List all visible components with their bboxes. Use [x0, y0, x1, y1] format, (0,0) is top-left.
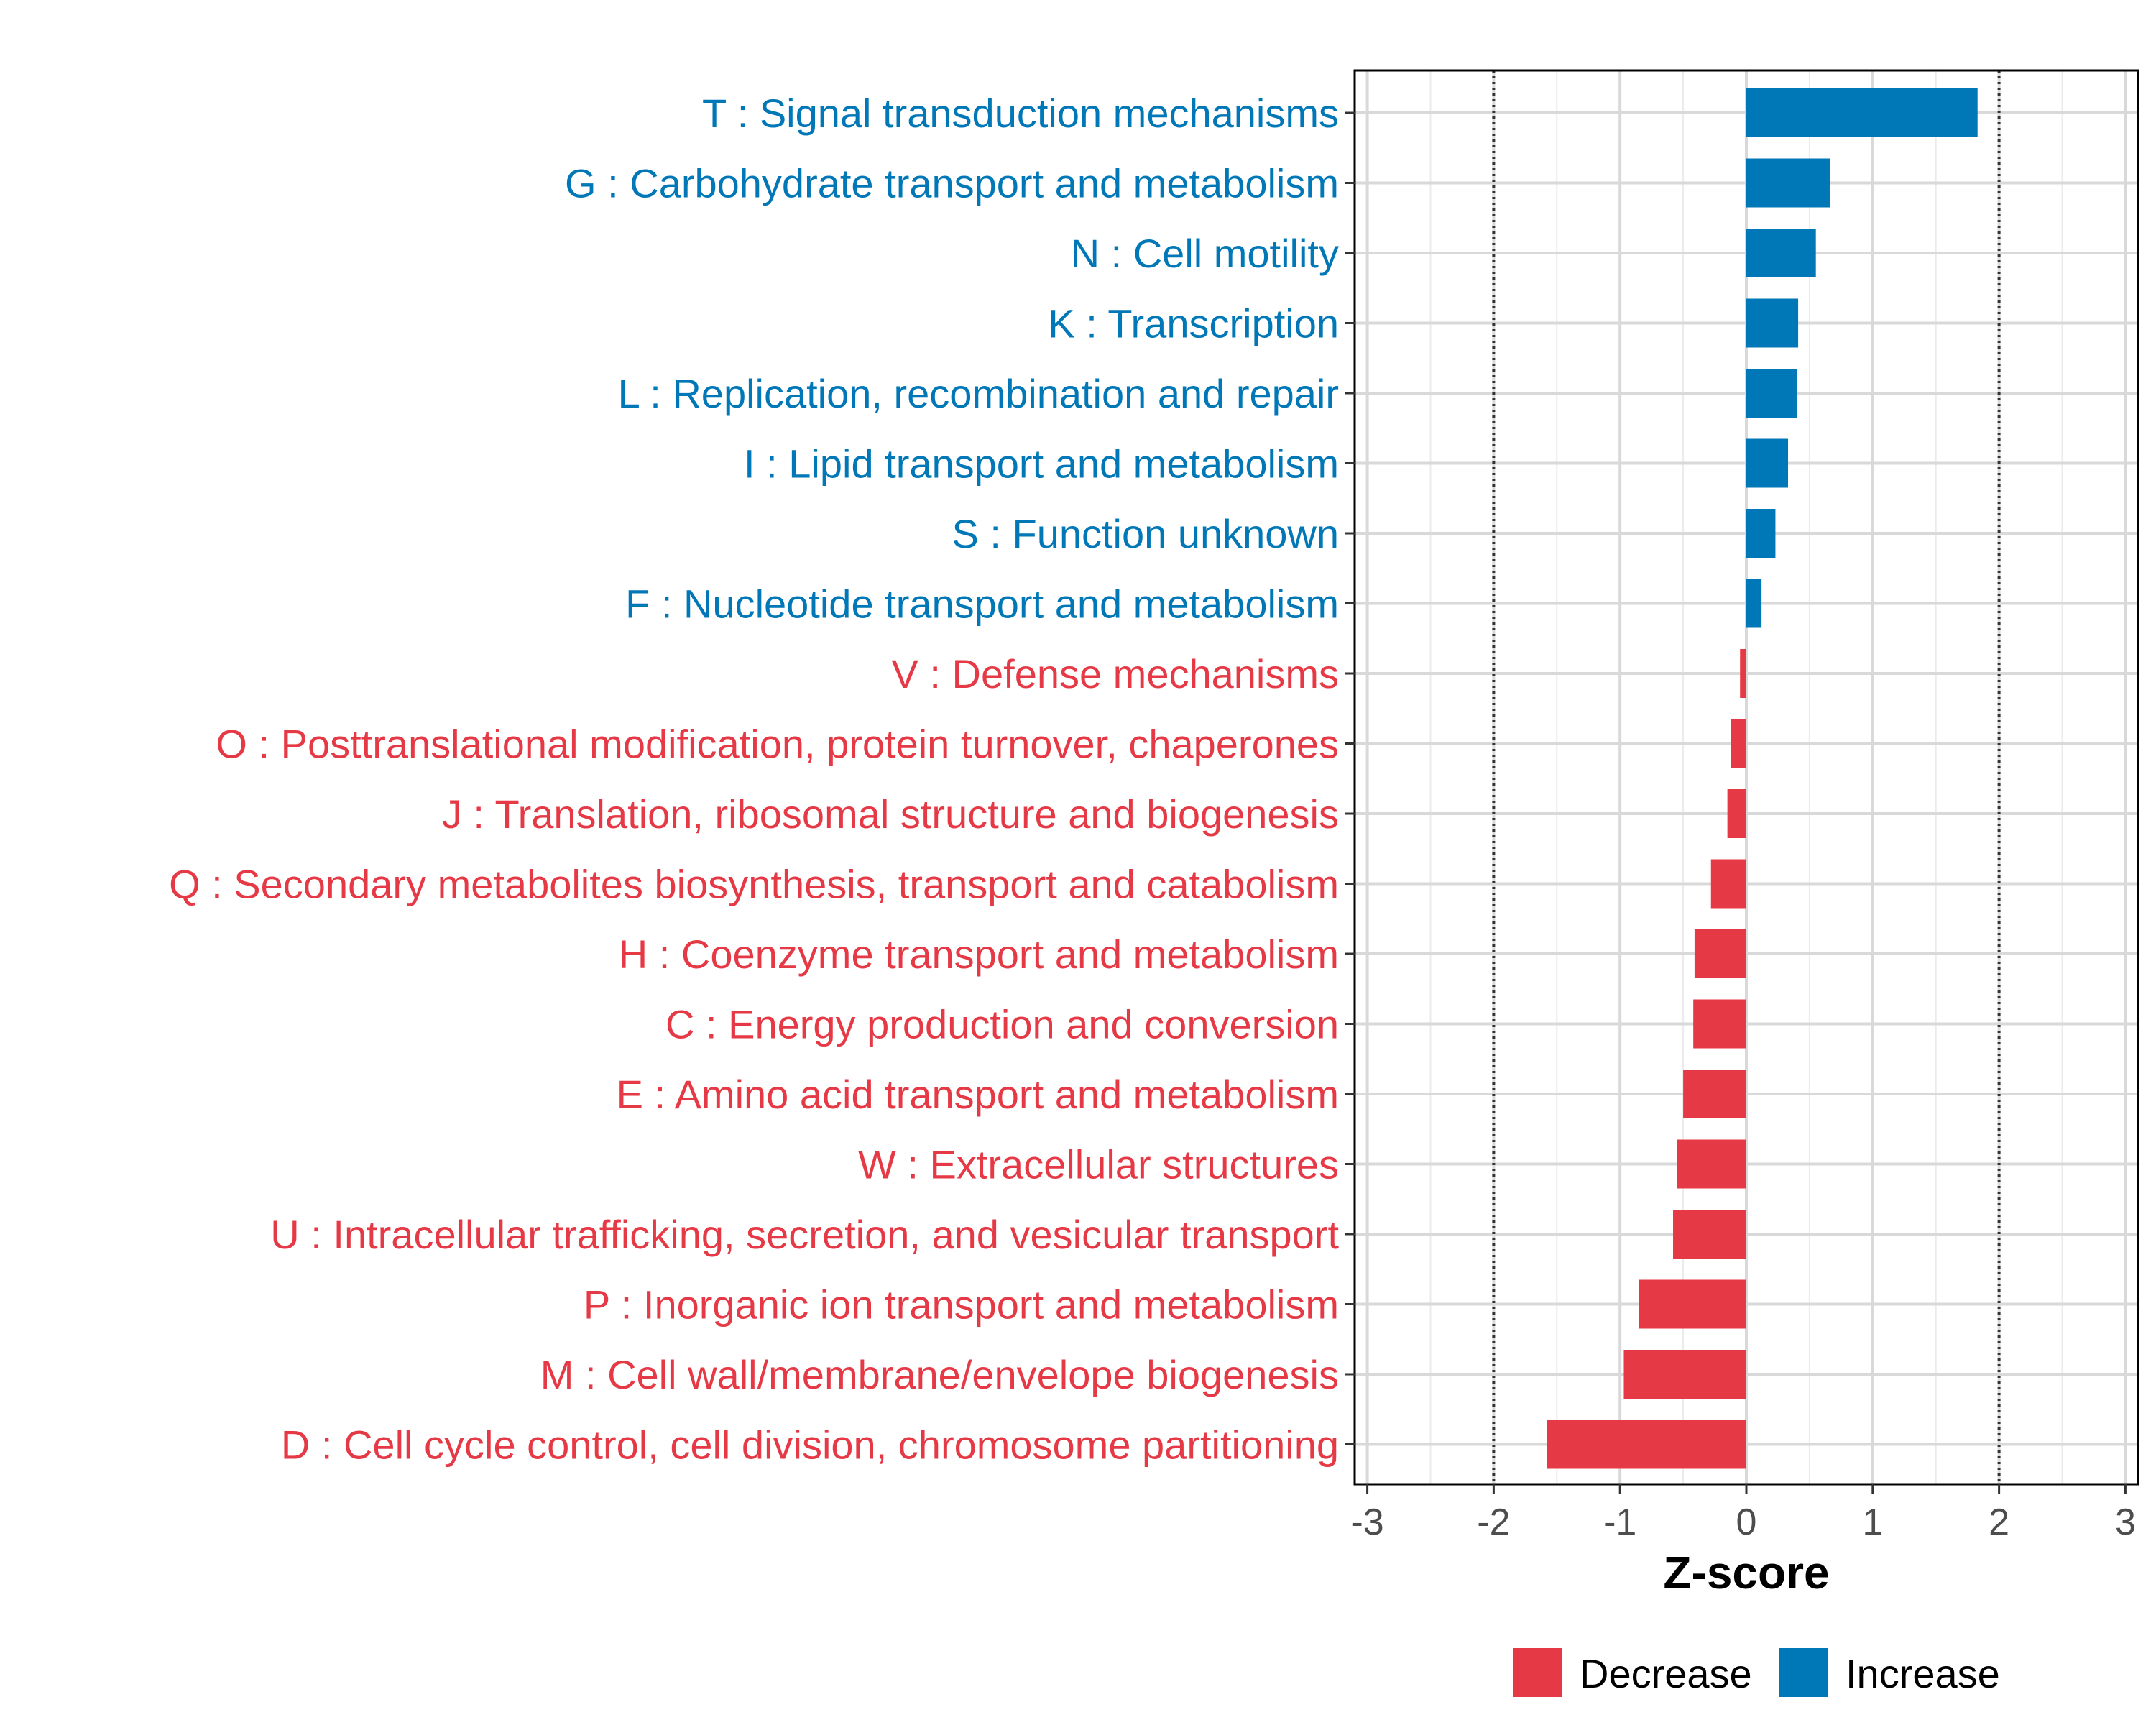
x-tick-label: -3	[1350, 1501, 1383, 1543]
x-axis-ticks: -3 -2 -1 0 1 2 3	[1350, 1484, 2136, 1543]
bar	[1547, 1420, 1746, 1469]
category-label: U : Intracellular trafficking, secretion…	[270, 1212, 1339, 1257]
legend: Decrease Increase	[1513, 1648, 2000, 1697]
y-axis-ticks: T : Signal transduction mechanisms G : Ca…	[169, 91, 1355, 1468]
bar	[1740, 649, 1746, 698]
bar	[1746, 158, 1830, 208]
category-label: P : Inorganic ion transport and metaboli…	[584, 1282, 1339, 1328]
category-label: N : Cell motility	[1071, 231, 1339, 276]
bar	[1746, 579, 1762, 628]
category-label: S : Function unknown	[952, 511, 1339, 556]
bar	[1623, 1350, 1746, 1399]
x-tick-label: -2	[1477, 1501, 1510, 1543]
x-tick-label: 2	[1989, 1501, 2009, 1543]
category-label: K : Transcription	[1048, 301, 1339, 346]
category-label: M : Cell wall/membrane/envelope biogenes…	[540, 1352, 1339, 1397]
category-label: V : Defense mechanisms	[892, 651, 1339, 696]
category-label: O : Posttranslational modification, prot…	[216, 722, 1339, 767]
x-axis-title: Z-score	[1663, 1547, 1829, 1598]
category-label: Q : Secondary metabolites biosynthesis, …	[169, 862, 1339, 907]
category-label: H : Coenzyme transport and metabolism	[619, 932, 1339, 977]
category-label: C : Energy production and conversion	[665, 1002, 1339, 1047]
legend-label: Increase	[1846, 1651, 2000, 1696]
category-label: F : Nucleotide transport and metabolism	[625, 581, 1339, 627]
bar	[1694, 929, 1746, 978]
category-label: J : Translation, ribosomal structure and…	[442, 791, 1339, 837]
bar	[1746, 509, 1776, 558]
bar	[1673, 1210, 1746, 1259]
bar	[1746, 298, 1799, 348]
bar-layer	[1547, 88, 1978, 1469]
legend-key	[1779, 1648, 1828, 1697]
x-tick-label: 3	[2115, 1501, 2136, 1543]
x-tick-label: 0	[1736, 1501, 1757, 1543]
category-label: L : Replication, recombination and repai…	[618, 371, 1339, 416]
bar	[1683, 1070, 1746, 1118]
bar	[1693, 999, 1746, 1049]
category-label: D : Cell cycle control, cell division, c…	[281, 1422, 1339, 1468]
category-label: G : Carbohydrate transport and metabolis…	[565, 161, 1339, 206]
category-label: T : Signal transduction mechanisms	[702, 91, 1339, 136]
category-label: E : Amino acid transport and metabolism	[617, 1072, 1339, 1117]
bar	[1727, 789, 1746, 838]
bar	[1746, 438, 1789, 488]
legend-key	[1513, 1648, 1562, 1697]
bar	[1746, 229, 1816, 277]
legend-label: Decrease	[1580, 1651, 1752, 1696]
category-label: I : Lipid transport and metabolism	[744, 441, 1339, 487]
x-tick-label: 1	[1862, 1501, 1883, 1543]
category-label: W : Extracellular structures	[858, 1142, 1339, 1187]
bar	[1746, 88, 1978, 137]
x-tick-label: -1	[1603, 1501, 1636, 1543]
bar	[1746, 369, 1797, 418]
bar	[1731, 719, 1746, 768]
bar	[1710, 859, 1746, 908]
bar	[1677, 1139, 1746, 1189]
bar	[1639, 1279, 1746, 1329]
